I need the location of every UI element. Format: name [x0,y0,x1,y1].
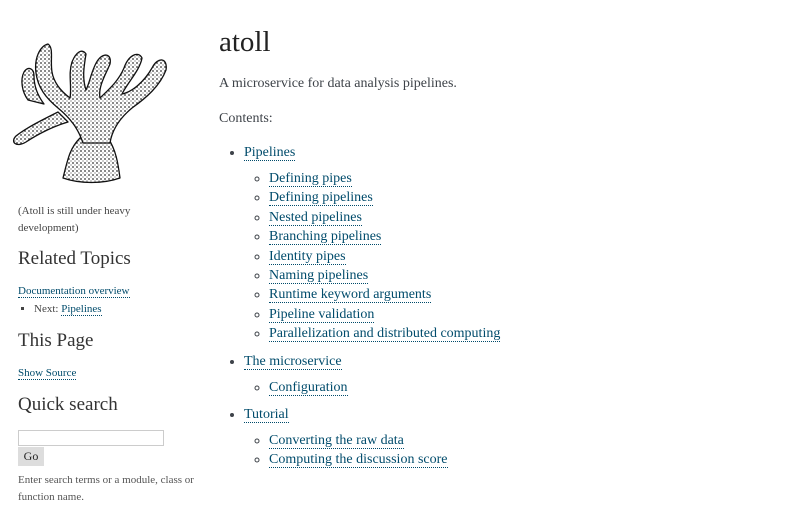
toc-subitem: Parallelization and distributed computin… [269,324,501,343]
page-description: A microservice for data analysis pipelin… [219,76,457,91]
related-topics-heading: Related Topics [18,248,131,269]
sidebar: (Atoll is still under heavy development)… [0,0,210,512]
toc-link-configuration[interactable]: Configuration [269,379,348,396]
next-label: Next: [34,303,59,315]
toc-subitem: Computing the discussion score [269,450,500,469]
table-of-contents: Pipelines Defining pipes Defining pipeli… [219,143,501,478]
toc-sublist: Configuration [244,378,500,397]
toc-link-defining-pipes[interactable]: Defining pipes [269,171,352,187]
toc-subitem: Branching pipelines [269,227,500,246]
toc-link-naming-pipelines[interactable]: Naming pipelines [269,268,369,285]
toc-link-identity-pipes[interactable]: Identity pipes [269,248,346,265]
toc-subitem: Naming pipelines [269,266,500,285]
toc-link-pipelines[interactable]: Pipelines [244,145,296,161]
toc-subitem: Configuration [269,378,500,397]
toc-subitem: Converting the raw data [269,431,500,450]
coral-logo-icon [12,43,167,184]
page-title: atoll [219,26,271,58]
toc-link-nested-pipelines[interactable]: Nested pipelines [269,209,362,226]
next-list: Next: Pipelines [18,303,102,316]
next-item: Next: Pipelines [34,303,102,316]
documentation-overview-link[interactable]: Documentation overview [18,285,130,298]
toc-subitem: Defining pipelines [269,188,500,207]
toc-subitem: Pipeline validation [269,305,500,324]
show-source-link[interactable]: Show Source [18,367,77,380]
toc-link-pipeline-validation[interactable]: Pipeline validation [269,306,375,323]
this-page-heading: This Page [18,330,94,351]
toc-link-runtime-keyword-arguments[interactable]: Runtime keyword arguments [269,287,432,304]
toc-section: Pipelines Defining pipes Defining pipeli… [244,143,501,344]
toc-link-computing-discussion-score[interactable]: Computing the discussion score [269,452,448,469]
toc-sublist: Defining pipes Defining pipelines Nested… [244,169,501,344]
toc-link-parallelization[interactable]: Parallelization and distributed computin… [269,326,501,343]
toc-link-branching-pipelines[interactable]: Branching pipelines [269,229,382,246]
go-button[interactable]: Go [18,447,44,466]
toc-sublist: Converting the raw data Computing the di… [244,431,500,470]
toc-link-the-microservice[interactable]: The microservice [244,353,342,370]
toc-section: The microservice Configuration [244,352,500,397]
main-content: atoll A microservice for data analysis p… [219,0,789,512]
search-help-text: Enter search terms or a module, class or… [18,474,194,503]
toc-link-converting-raw-data[interactable]: Converting the raw data [269,433,404,450]
contents-label: Contents: [219,111,273,126]
quick-search-heading: Quick search [18,394,118,415]
toc-section: Tutorial Converting the raw data Computi… [244,405,500,470]
toc-subitem: Runtime keyword arguments [269,285,500,304]
toc-link-defining-pipelines[interactable]: Defining pipelines [269,190,373,207]
search-input[interactable] [18,430,164,446]
toc-link-tutorial[interactable]: Tutorial [244,407,289,424]
next-pipelines-link[interactable]: Pipelines [61,303,102,316]
development-note: (Atoll is still under heavy development) [18,205,131,234]
toc-subitem: Defining pipes [269,169,500,188]
toc-subitem: Identity pipes [269,247,500,266]
toc-subitem: Nested pipelines [269,208,500,227]
